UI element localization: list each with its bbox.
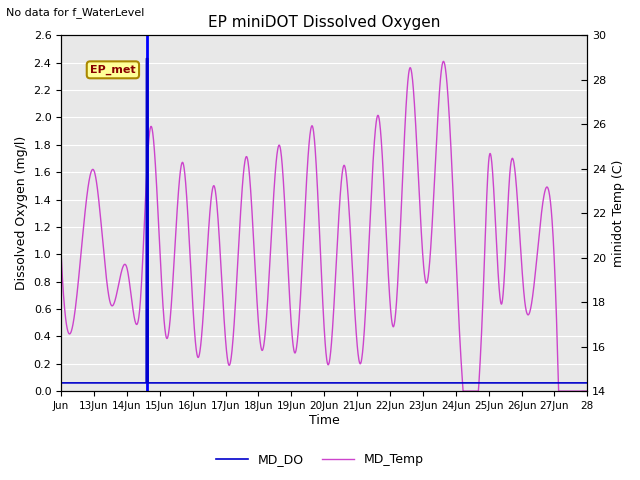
MD_DO — [584, 380, 591, 386]
MD_Temp — [313, 177, 321, 182]
Y-axis label: minidot Temp (C): minidot Temp (C) — [612, 159, 625, 267]
X-axis label: Time: Time — [309, 414, 340, 427]
Legend: MD_DO, MD_Temp: MD_DO, MD_Temp — [211, 448, 429, 471]
Line: MD_DO: MD_DO — [61, 59, 588, 383]
Text: No data for f_WaterLevel: No data for f_WaterLevel — [6, 7, 145, 18]
MD_Temp — [300, 245, 307, 251]
MD_DO — [84, 380, 92, 386]
MD_DO — [568, 380, 576, 386]
MD_Temp — [440, 59, 447, 64]
MD_Temp — [472, 388, 480, 394]
MD_Temp — [568, 388, 576, 394]
MD_Temp — [584, 388, 591, 394]
Y-axis label: Dissolved Oxygen (mg/l): Dissolved Oxygen (mg/l) — [15, 136, 28, 290]
Text: EP_met: EP_met — [90, 65, 136, 75]
MD_Temp — [58, 252, 65, 257]
MD_DO — [568, 380, 576, 386]
MD_DO — [300, 380, 307, 386]
MD_DO — [58, 380, 65, 386]
MD_DO — [314, 380, 321, 386]
MD_DO — [472, 380, 479, 386]
MD_DO — [143, 56, 150, 61]
MD_Temp — [460, 388, 467, 394]
MD_Temp — [569, 388, 577, 394]
Line: MD_Temp: MD_Temp — [61, 61, 588, 391]
Title: EP miniDOT Dissolved Oxygen: EP miniDOT Dissolved Oxygen — [208, 15, 440, 30]
MD_Temp — [84, 185, 92, 191]
